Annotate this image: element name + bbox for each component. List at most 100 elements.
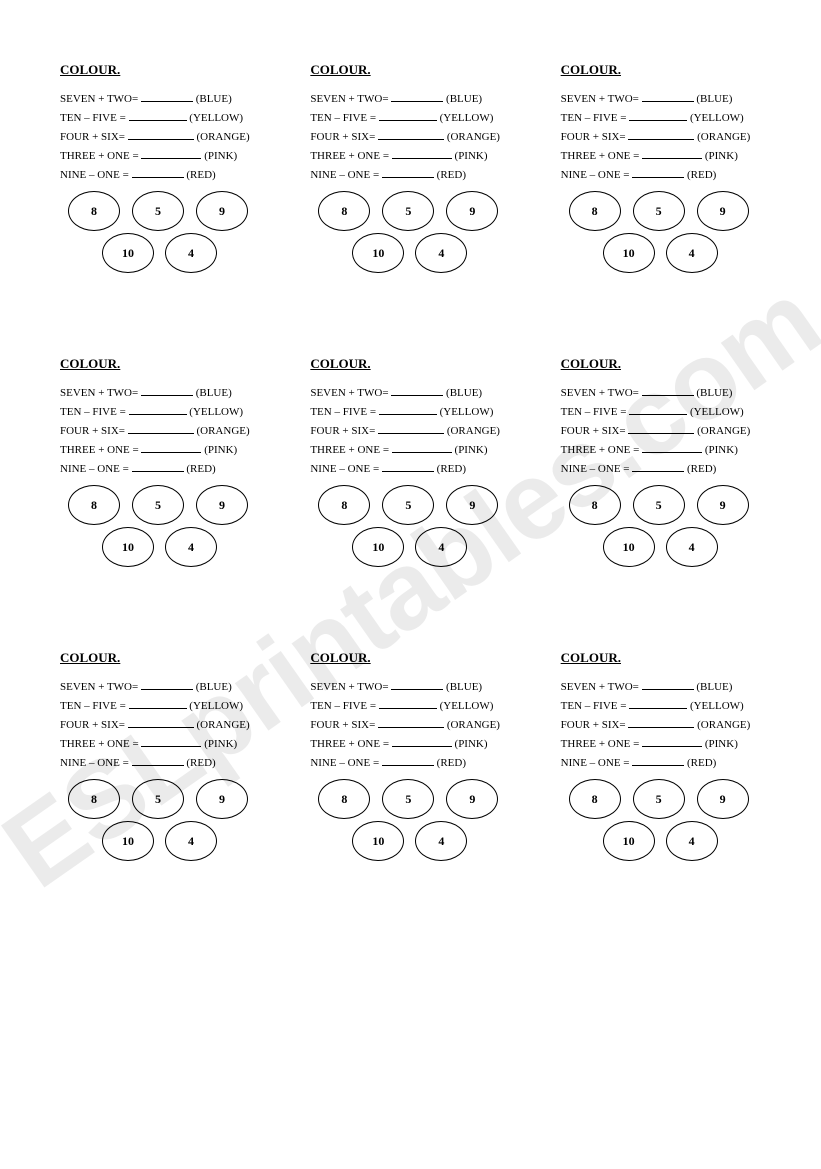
ovals-group: 859104 <box>310 485 530 595</box>
equation-expression: SEVEN + TWO= <box>561 93 642 105</box>
answer-blank <box>128 130 194 140</box>
equation-expression: TEN – FIVE = <box>60 700 129 712</box>
equation-expression: THREE + ONE = <box>60 444 141 456</box>
equation-line: TEN – FIVE = (YELLOW) <box>310 111 530 124</box>
equation-color: (ORANGE) <box>194 425 250 437</box>
equation-line: SEVEN + TWO= (BLUE) <box>561 386 781 399</box>
block-title: COLOUR. <box>310 62 530 78</box>
number-oval: 5 <box>132 191 184 231</box>
answer-blank <box>629 405 687 415</box>
equation-expression: NINE – ONE = <box>561 463 633 475</box>
equation-line: THREE + ONE = (PINK) <box>310 149 530 162</box>
number-oval: 5 <box>633 191 685 231</box>
equation-color: (RED) <box>184 757 216 769</box>
equation-color: (BLUE) <box>443 93 482 105</box>
answer-blank <box>642 443 702 453</box>
equation-color: (ORANGE) <box>194 131 250 143</box>
equation-line: THREE + ONE = (PINK) <box>561 443 781 456</box>
equation-expression: SEVEN + TWO= <box>310 681 391 693</box>
answer-blank <box>628 130 694 140</box>
equation-line: SEVEN + TWO= (BLUE) <box>310 680 530 693</box>
equation-expression: FOUR + SIX= <box>60 425 128 437</box>
number-oval: 9 <box>196 191 248 231</box>
equation-color: (RED) <box>184 463 216 475</box>
answer-blank <box>128 718 194 728</box>
answer-blank <box>642 737 702 747</box>
equation-expression: FOUR + SIX= <box>310 719 378 731</box>
equation-expression: TEN – FIVE = <box>561 406 630 418</box>
equation-expression: FOUR + SIX= <box>310 131 378 143</box>
equation-expression: TEN – FIVE = <box>60 406 129 418</box>
equation-line: TEN – FIVE = (YELLOW) <box>561 699 781 712</box>
answer-blank <box>129 699 187 709</box>
equation-expression: THREE + ONE = <box>561 738 642 750</box>
number-oval: 5 <box>633 779 685 819</box>
equation-line: FOUR + SIX= (ORANGE) <box>561 718 781 731</box>
answer-blank <box>141 443 201 453</box>
worksheet-block: COLOUR.SEVEN + TWO= (BLUE)TEN – FIVE = (… <box>561 650 781 889</box>
equation-expression: FOUR + SIX= <box>561 131 629 143</box>
number-oval: 10 <box>603 233 655 273</box>
equation-line: TEN – FIVE = (YELLOW) <box>60 405 280 418</box>
equation-color: (PINK) <box>452 150 488 162</box>
block-title: COLOUR. <box>60 356 280 372</box>
answer-blank <box>141 92 193 102</box>
worksheet-block: COLOUR. SEVEN + TWO= (BLUE) TEN – FIVE = (… <box>60 356 280 595</box>
number-oval: 10 <box>102 233 154 273</box>
number-oval: 8 <box>569 779 621 819</box>
number-oval: 4 <box>415 821 467 861</box>
number-oval: 5 <box>382 779 434 819</box>
number-oval: 4 <box>165 527 217 567</box>
answer-blank <box>392 737 452 747</box>
equation-color: (RED) <box>684 169 716 181</box>
answer-blank <box>632 168 684 178</box>
equation-line: TEN – FIVE = (YELLOW) <box>60 699 280 712</box>
answer-blank <box>132 168 184 178</box>
number-oval: 9 <box>446 485 498 525</box>
equation-color: (PINK) <box>702 150 738 162</box>
equation-expression: SEVEN + TWO= <box>60 387 141 399</box>
ovals-group: 859104 <box>310 779 530 889</box>
answer-blank <box>642 149 702 159</box>
equation-expression: TEN – FIVE = <box>561 700 630 712</box>
equation-line: THREE + ONE = (PINK) <box>310 443 530 456</box>
number-oval: 9 <box>697 191 749 231</box>
equation-expression: NINE – ONE = <box>60 169 132 181</box>
worksheet-block: COLOUR.SEVEN + TWO= (BLUE)TEN – FIVE = (… <box>310 62 530 301</box>
number-oval: 4 <box>666 821 718 861</box>
equation-line: NINE – ONE = (RED) <box>310 462 530 475</box>
equation-expression: SEVEN + TWO= <box>561 681 642 693</box>
ovals-group: 859104 <box>60 485 280 595</box>
answer-blank <box>379 405 437 415</box>
equation-color: (ORANGE) <box>694 425 750 437</box>
equation-line: SEVEN + TWO= (BLUE) <box>310 386 530 399</box>
ovals-group: 859104 <box>60 779 280 889</box>
equation-color: (PINK) <box>201 444 237 456</box>
worksheet-block: COLOUR.SEVEN + TWO= (BLUE)TEN – FIVE = (… <box>60 650 280 889</box>
answer-blank <box>629 699 687 709</box>
number-oval: 4 <box>415 527 467 567</box>
equation-expression: TEN – FIVE = <box>310 406 379 418</box>
equation-line: NINE – ONE = (RED) <box>60 168 280 181</box>
equation-expression: FOUR + SIX= <box>561 719 629 731</box>
answer-blank <box>632 462 684 472</box>
equation-color: (ORANGE) <box>694 131 750 143</box>
equation-line: TEN – FIVE = (YELLOW) <box>310 405 530 418</box>
equation-line: SEVEN + TWO= (BLUE) <box>60 386 280 399</box>
equation-color: (PINK) <box>201 150 237 162</box>
equation-line: NINE – ONE = (RED) <box>310 168 530 181</box>
equation-line: THREE + ONE = (PINK) <box>561 149 781 162</box>
number-oval: 9 <box>697 779 749 819</box>
equation-expression: SEVEN + TWO= <box>60 93 141 105</box>
block-title: COLOUR. <box>310 650 530 666</box>
answer-blank <box>141 386 193 396</box>
equation-color: (RED) <box>684 463 716 475</box>
equation-line: THREE + ONE = (PINK) <box>60 149 280 162</box>
answer-blank <box>378 130 444 140</box>
answer-blank <box>128 424 194 434</box>
equation-line: SEVEN + TWO= (BLUE) <box>60 92 280 105</box>
number-oval: 5 <box>633 485 685 525</box>
answer-blank <box>391 680 443 690</box>
equation-line: FOUR + SIX= (ORANGE) <box>60 130 280 143</box>
number-oval: 10 <box>603 821 655 861</box>
